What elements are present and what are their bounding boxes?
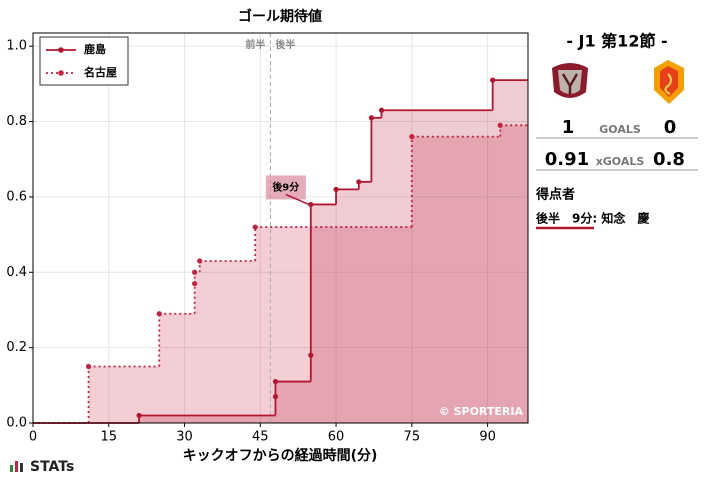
x-tick-label: 90 — [479, 430, 496, 445]
legend-label: 鹿島 — [84, 42, 106, 56]
point — [197, 258, 203, 264]
y-tick-label: 0.4 — [6, 265, 27, 280]
away-logo — [654, 60, 684, 104]
round: - J1 第12節 - — [566, 32, 667, 51]
halftime-label: 前半 — [245, 38, 265, 51]
area — [33, 80, 528, 424]
scorer: 後半 9分: 知念 慶 — [536, 211, 649, 226]
away-goals: 0 — [664, 117, 677, 138]
y-tick-label: 0.2 — [6, 340, 27, 355]
legend-marker — [58, 70, 64, 76]
x-tick-label: 0 — [29, 430, 37, 445]
point — [308, 201, 314, 208]
brand-logo — [10, 461, 23, 472]
legend-label: 名古屋 — [84, 65, 117, 79]
brand: STATs — [30, 459, 74, 475]
point — [85, 363, 92, 370]
legend-box — [39, 36, 129, 86]
point — [409, 134, 415, 140]
annotation-box — [265, 175, 306, 200]
halftime-label: 後半 — [275, 38, 295, 51]
chart-title: ゴール期待値 — [238, 8, 322, 25]
y-tick-label: 0.6 — [6, 189, 27, 204]
x-tick-label: 15 — [100, 430, 117, 445]
point — [333, 186, 339, 192]
point — [356, 179, 362, 185]
x-tick-label: 45 — [252, 430, 269, 445]
point — [272, 394, 279, 400]
point — [136, 412, 142, 419]
point — [192, 269, 198, 275]
away-xg: 0.8 — [653, 149, 685, 170]
x-tick-label: 60 — [328, 430, 345, 445]
point — [192, 280, 198, 287]
y-tick-label: 0.8 — [6, 114, 27, 129]
scorers-title: 得点者 — [535, 187, 575, 203]
point — [308, 352, 314, 358]
area — [33, 125, 528, 423]
point — [490, 77, 496, 83]
y-tick-label: 0.0 — [6, 416, 27, 431]
plot-frame — [32, 32, 529, 424]
home-logo — [552, 63, 588, 98]
goals-label: GOALS — [599, 123, 641, 136]
watermark: © SPORTERIA — [439, 405, 524, 418]
home-xg: 0.91 — [545, 149, 589, 170]
point — [497, 122, 503, 128]
legend-marker — [58, 47, 64, 53]
point — [272, 378, 279, 385]
point — [378, 107, 385, 113]
x-axis-label: キックオフからの経過時間(分) — [183, 447, 378, 464]
x-tick-label: 30 — [176, 430, 193, 445]
x-tick-label: 75 — [404, 430, 421, 445]
y-tick-label: 1.0 — [6, 39, 27, 54]
point — [368, 115, 375, 121]
annotation: 後9分 — [272, 180, 299, 193]
point — [252, 224, 258, 230]
xg-label: xGOALS — [596, 155, 645, 168]
annotation-arrow — [285, 193, 310, 206]
point — [156, 311, 162, 317]
home-goals: 1 — [562, 117, 575, 138]
